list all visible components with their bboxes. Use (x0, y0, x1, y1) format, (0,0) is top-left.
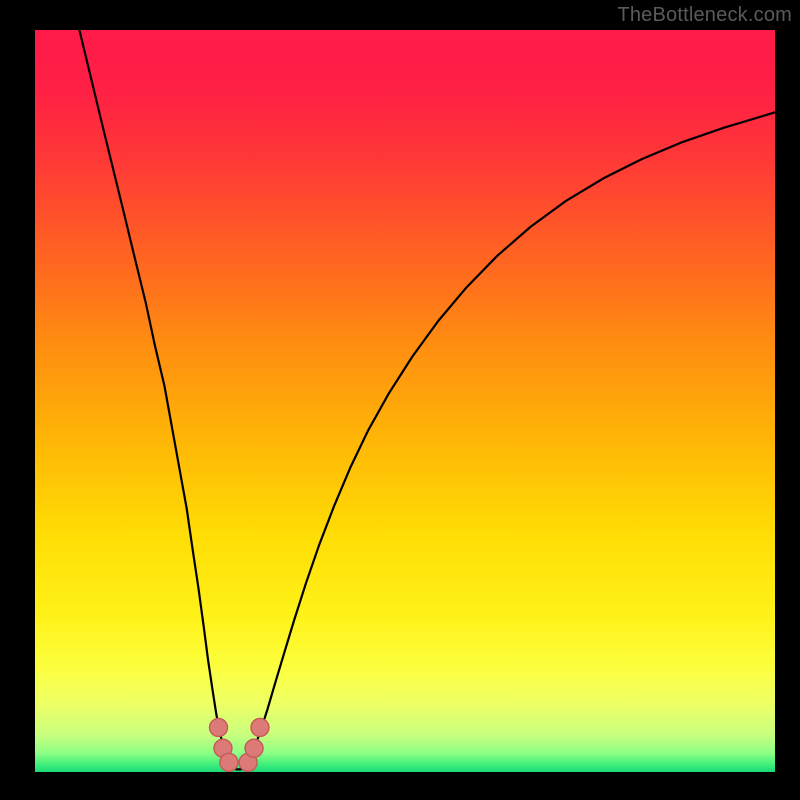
bottleneck-curve (79, 30, 775, 769)
dip-marker (220, 753, 238, 771)
watermark-text: TheBottleneck.com (617, 4, 792, 27)
dip-marker (245, 739, 263, 757)
dip-marker (210, 718, 228, 736)
bottleneck-plot (35, 30, 775, 772)
plot-svg (35, 30, 775, 772)
dip-markers-group (210, 718, 269, 771)
dip-marker (251, 718, 269, 736)
